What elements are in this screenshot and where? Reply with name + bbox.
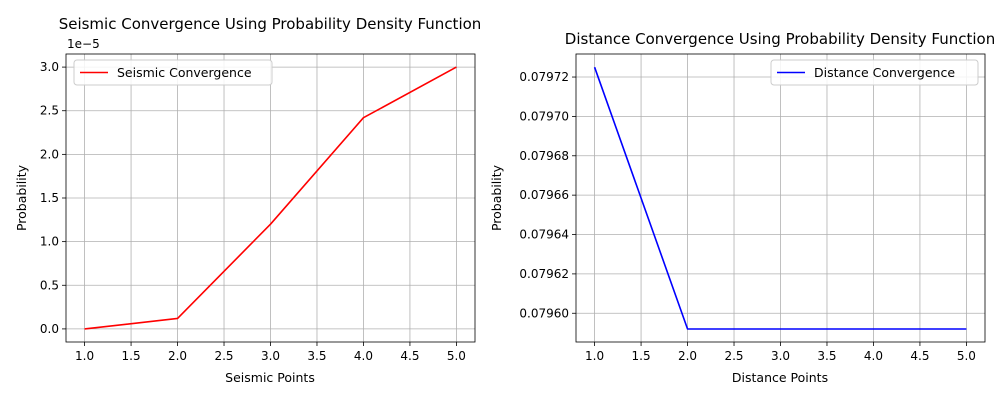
x-tick-label: 5.0 (957, 349, 976, 363)
y-tick-label: 0.07970 (519, 109, 569, 123)
x-tick-label: 3.0 (771, 349, 790, 363)
chart-seismic: Seismic Convergence Using Probability De… (14, 15, 481, 385)
x-tick-label: 4.0 (864, 349, 883, 363)
legend-label: Seismic Convergence (117, 65, 252, 80)
plot-frame (575, 53, 986, 343)
x-tick-label: 3.5 (817, 349, 836, 363)
x-tick-label: 1.0 (585, 349, 604, 363)
x-tick-label: 4.5 (400, 349, 419, 363)
y-tick-label: 0.07964 (519, 228, 569, 242)
x-tick-label: 4.0 (354, 349, 373, 363)
x-tick-label: 1.5 (632, 349, 651, 363)
y-tick-label: 0.07968 (519, 149, 569, 163)
y-tick-label: 0.07972 (519, 70, 569, 84)
x-axis-label: Distance Points (732, 370, 828, 385)
y-axis-label: Probability (14, 164, 29, 231)
y-tick-label: 2.5 (40, 104, 59, 118)
series-line (84, 66, 457, 330)
x-axis-label: Seismic Points (225, 370, 315, 385)
y-tick-label: 0.07962 (519, 267, 569, 281)
y-tick-label: 2.0 (40, 147, 59, 161)
legend-label: Distance Convergence (814, 65, 955, 80)
chart-distance: Distance Convergence Using Probability D… (489, 30, 995, 385)
x-tick-label: 2.5 (214, 349, 233, 363)
y-tick-label: 1.5 (40, 191, 59, 205)
legend-box (770, 59, 979, 86)
series-line (593, 66, 967, 330)
y-axis-label: Probability (489, 164, 504, 231)
y-tick-label: 0.0 (40, 322, 59, 336)
x-tick-label: 1.0 (75, 349, 94, 363)
x-tick-label: 3.0 (261, 349, 280, 363)
y-tick-label: 1.0 (40, 235, 59, 249)
plot-frame (65, 53, 476, 343)
y-offset-text: 1e−5 (67, 37, 100, 51)
x-tick-label: 2.5 (724, 349, 743, 363)
x-tick-label: 3.5 (307, 349, 326, 363)
x-tick-label: 2.0 (168, 349, 187, 363)
x-tick-label: 4.5 (910, 349, 929, 363)
y-tick-label: 0.5 (40, 278, 59, 292)
y-tick-label: 0.07960 (519, 306, 569, 320)
x-tick-label: 1.5 (122, 349, 141, 363)
chart-title: Seismic Convergence Using Probability De… (59, 15, 482, 33)
x-tick-label: 5.0 (447, 349, 466, 363)
chart-title: Distance Convergence Using Probability D… (565, 30, 995, 48)
y-tick-label: 3.0 (40, 60, 59, 74)
x-tick-label: 2.0 (678, 349, 697, 363)
legend-box (73, 59, 273, 86)
y-tick-label: 0.07966 (519, 188, 569, 202)
